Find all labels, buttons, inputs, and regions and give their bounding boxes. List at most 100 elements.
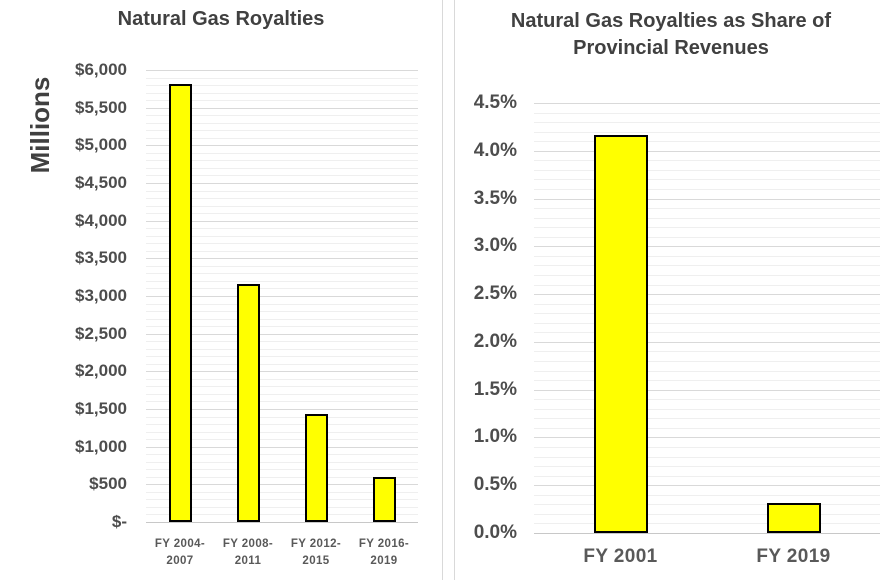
gridline-minor xyxy=(146,273,418,274)
gridline-minor xyxy=(534,409,880,410)
gridline-major xyxy=(534,390,880,391)
gridline-minor xyxy=(146,477,418,478)
gridline-minor xyxy=(534,141,880,142)
gridline-minor xyxy=(534,523,880,524)
bar-0 xyxy=(594,135,648,533)
gridline-minor xyxy=(146,424,418,425)
x-category-label: FY 2004- 2007 xyxy=(146,536,214,570)
gridline-major xyxy=(146,371,418,372)
chart-title: Natural Gas Royalties xyxy=(117,8,325,30)
y-tick-label: $5,000 xyxy=(75,135,127,154)
x-category-label-line: 2011 xyxy=(234,555,262,567)
y-tick-label: $4,000 xyxy=(75,211,127,230)
gridline-minor xyxy=(146,236,418,237)
gridline-minor xyxy=(146,319,418,320)
gridline-major xyxy=(146,70,418,71)
gridline-minor xyxy=(146,492,418,493)
gridline-major xyxy=(534,199,880,200)
gridline-minor xyxy=(146,243,418,244)
y-tick-label: $3,500 xyxy=(75,248,127,267)
x-axis-line xyxy=(534,533,880,534)
y-tick-label: 3.5% xyxy=(473,188,517,209)
gridline-minor xyxy=(146,386,418,387)
y-tick-label: 3.0% xyxy=(473,235,517,256)
gridline-major xyxy=(146,409,418,410)
gridline-minor xyxy=(534,179,880,180)
gridline-major xyxy=(146,145,418,146)
y-tick-label: $3,000 xyxy=(75,286,127,305)
x-category-label: FY 2019 xyxy=(707,545,880,568)
gridline-minor xyxy=(146,454,418,455)
gridline-major xyxy=(146,296,418,297)
gridline-minor xyxy=(146,469,418,470)
gridline-minor xyxy=(146,326,418,327)
gridline-minor xyxy=(534,361,880,362)
plot-area xyxy=(534,103,880,534)
x-category-label-line: FY 2012- xyxy=(290,538,342,550)
gridline-minor xyxy=(534,504,880,505)
y-tick-label: 4.5% xyxy=(473,92,517,113)
gridline-minor xyxy=(146,78,418,79)
gridline-major xyxy=(146,183,418,184)
x-category-label-line: 2015 xyxy=(302,555,330,567)
gridline-major xyxy=(534,294,880,295)
gridline-minor xyxy=(146,251,418,252)
x-category-label-line: FY 2019 xyxy=(756,546,831,567)
gridline-minor xyxy=(146,160,418,161)
gridline-minor xyxy=(534,170,880,171)
gridline-minor xyxy=(146,213,418,214)
gridline-minor xyxy=(534,160,880,161)
x-category-label-line: FY 2001 xyxy=(583,546,658,567)
gridline-minor xyxy=(534,447,880,448)
gridline-minor xyxy=(146,304,418,305)
x-category-label: FY 2008- 2011 xyxy=(214,536,282,570)
y-tick-label: $2,500 xyxy=(75,324,127,343)
gridline-minor xyxy=(146,198,418,199)
gridline-minor xyxy=(534,208,880,209)
gridline-minor xyxy=(534,371,880,372)
gridline-minor xyxy=(146,228,418,229)
gridline-minor xyxy=(146,394,418,395)
gridline-minor xyxy=(534,227,880,228)
gridline-minor xyxy=(146,311,418,312)
gridline-minor xyxy=(534,132,880,133)
bar-0 xyxy=(169,84,192,522)
gridline-minor xyxy=(146,349,418,350)
bar-2 xyxy=(305,414,328,522)
gridline-major xyxy=(534,437,880,438)
gridline-minor xyxy=(146,462,418,463)
gridline-minor xyxy=(534,218,880,219)
gridline-minor xyxy=(534,476,880,477)
gridline-minor xyxy=(534,495,880,496)
x-category-label-line: FY 2008- xyxy=(222,538,274,550)
gridline-major xyxy=(534,103,880,104)
gridline-minor xyxy=(534,113,880,114)
gridline-major xyxy=(146,484,418,485)
gridline-minor xyxy=(146,281,418,282)
x-category-label: FY 2016- 2019 xyxy=(350,536,418,570)
x-category-label-line: 2019 xyxy=(370,555,398,567)
gridline-minor xyxy=(146,499,418,500)
gridline-minor xyxy=(534,380,880,381)
y-tick-label: $4,500 xyxy=(75,173,127,192)
y-tick-label: 2.5% xyxy=(473,283,517,304)
gridline-minor xyxy=(146,130,418,131)
x-category-label-line: FY 2016- xyxy=(358,538,410,550)
gridline-minor xyxy=(146,266,418,267)
gridline-major xyxy=(534,485,880,486)
gridline-minor xyxy=(534,256,880,257)
chart-title: Natural Gas Royalties as Share of Provin… xyxy=(510,10,832,59)
gridline-major xyxy=(534,151,880,152)
gridline-minor xyxy=(534,466,880,467)
chart-natural-gas-royalties: Millions Natural Gas Royalties $- $500 $1,… xyxy=(0,0,443,580)
gridline-minor xyxy=(534,265,880,266)
gridline-minor xyxy=(534,399,880,400)
gridline-minor xyxy=(146,356,418,357)
gridline-major xyxy=(146,108,418,109)
y-tick-label: $- xyxy=(111,512,127,531)
gridline-minor xyxy=(146,417,418,418)
gridline-minor xyxy=(534,275,880,276)
gridline-major xyxy=(534,342,880,343)
gridline-minor xyxy=(534,285,880,286)
